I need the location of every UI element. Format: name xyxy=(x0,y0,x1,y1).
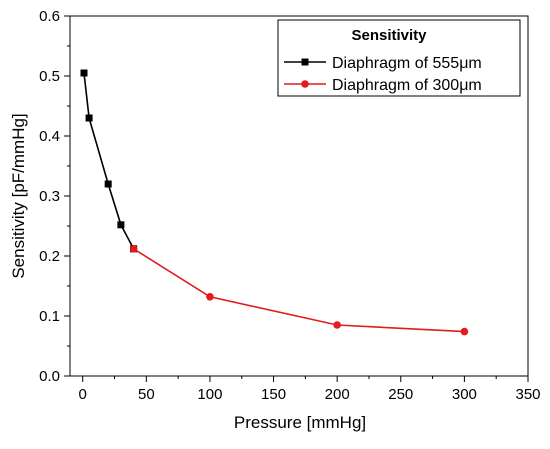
series-line xyxy=(83,72,135,250)
legend: Sensitivity Diaphragm of 555μm Diaphragm o… xyxy=(277,19,521,97)
y-axis-label: Sensitivity [pF/mmHg] xyxy=(9,113,28,278)
x-tick-label: 0 xyxy=(79,386,87,403)
data-point xyxy=(206,293,214,301)
series-layer xyxy=(80,69,469,336)
data-point xyxy=(129,245,138,253)
legend-label: Diaphragm of 555μm xyxy=(332,55,482,72)
y-tick-label: 0.0 xyxy=(39,368,60,385)
series-line xyxy=(133,248,465,333)
y-tick-label: 0.1 xyxy=(39,308,60,325)
x-axis-label: Pressure [mmHg] xyxy=(234,413,366,432)
series-1 xyxy=(80,69,138,253)
data-point xyxy=(117,221,125,229)
legend-marker xyxy=(301,80,309,88)
data-point xyxy=(333,321,341,329)
x-tick-label: 100 xyxy=(197,386,222,403)
y-tick-label: 0.3 xyxy=(39,188,60,205)
x-tick-label: 150 xyxy=(261,386,286,403)
data-point xyxy=(85,114,93,122)
x-tick-label: 350 xyxy=(515,386,540,403)
legend-label: Diaphragm of 300μm xyxy=(332,77,482,94)
y-tick-label: 0.6 xyxy=(39,8,60,25)
y-tick-label: 0.5 xyxy=(39,68,60,85)
y-tick-label: 0.2 xyxy=(39,248,60,265)
legend-entry-2: Diaphragm of 300μm xyxy=(284,77,482,94)
y-tick-label: 0.4 xyxy=(39,128,60,145)
x-tick-label: 200 xyxy=(325,386,350,403)
legend-title: Sensitivity xyxy=(351,27,427,44)
series-2 xyxy=(129,245,469,336)
axes: 0 50 100 150 200 250 300 350 0.0 0.1 0.2 0.3 0.4 0.5 0… xyxy=(39,8,540,403)
data-point xyxy=(460,327,469,336)
x-tick-label: 250 xyxy=(388,386,413,403)
x-tick-label: 300 xyxy=(452,386,477,403)
legend-marker xyxy=(301,58,309,66)
x-tick-label: 50 xyxy=(138,386,155,403)
data-point xyxy=(80,69,88,77)
data-point xyxy=(104,180,112,188)
legend-entry-1: Diaphragm of 555μm xyxy=(284,55,482,72)
